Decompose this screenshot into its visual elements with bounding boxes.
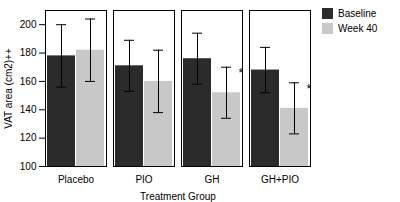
html-text:Baseline: Baseline	[338, 8, 377, 19]
svg-text:GH: GH	[205, 174, 220, 185]
svg-text:GH+PIO: GH+PIO	[261, 174, 299, 185]
svg-text:100: 100	[20, 161, 37, 172]
svg-text:Placebo: Placebo	[58, 174, 95, 185]
svg-text:VAT area (cm2)++: VAT area (cm2)++	[3, 48, 14, 129]
svg-text:140: 140	[20, 104, 37, 115]
html-text:Week 40: Week 40	[338, 23, 378, 34]
svg-text:200: 200	[20, 19, 37, 30]
svg-text:Treatment Group: Treatment Group	[140, 191, 216, 202]
svg-text:120: 120	[20, 132, 37, 143]
svg-text:180: 180	[20, 47, 37, 58]
svg-text:PIO: PIO	[135, 174, 152, 185]
svg-text:160: 160	[20, 76, 37, 87]
